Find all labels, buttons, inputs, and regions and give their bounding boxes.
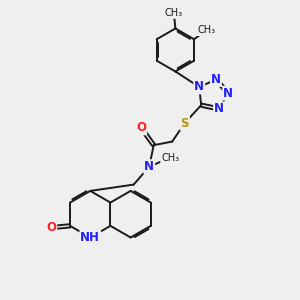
Text: N: N [211,73,221,86]
Text: S: S [181,117,189,130]
Text: O: O [136,121,146,134]
Text: CH₃: CH₃ [197,25,216,35]
Text: N: N [214,102,224,116]
Text: N: N [144,160,154,173]
Text: N: N [194,80,204,94]
Text: CH₃: CH₃ [165,8,183,18]
Text: NH: NH [80,231,100,244]
Text: CH₃: CH₃ [161,153,179,163]
Text: N: N [223,87,233,100]
Text: O: O [46,221,56,234]
